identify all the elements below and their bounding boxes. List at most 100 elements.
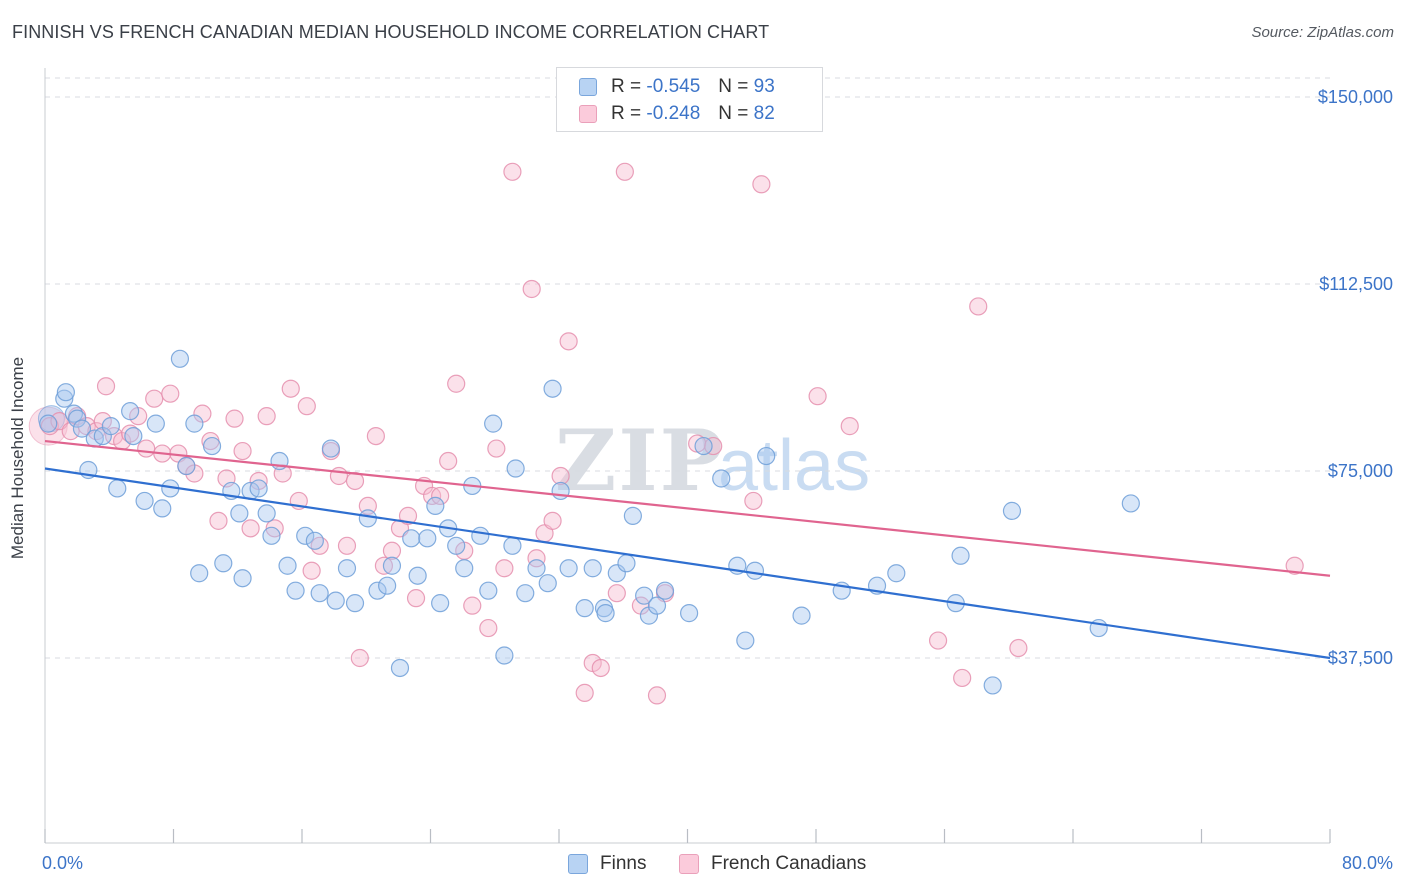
french-canadians-point bbox=[543, 511, 562, 530]
finns-trend-line bbox=[44, 467, 1331, 660]
finns-point bbox=[326, 591, 345, 610]
french-canadians-point bbox=[209, 511, 228, 530]
legend-n-label: N = bbox=[718, 76, 749, 97]
tick-labels: $150,000 $112,500 $75,000 $37,500 0.0% 80.0% bbox=[42, 87, 1393, 873]
french-canadians-point bbox=[121, 424, 140, 443]
finns-point bbox=[471, 526, 490, 545]
finns-point bbox=[135, 491, 154, 511]
french-canadians-point bbox=[953, 668, 972, 688]
finns-point bbox=[153, 499, 172, 518]
french-canadians-point bbox=[241, 519, 260, 538]
finns-point bbox=[68, 409, 87, 428]
french-canadians-point bbox=[398, 506, 418, 525]
finns-point bbox=[72, 419, 92, 438]
french-canadians-point bbox=[522, 279, 541, 299]
finns-point bbox=[64, 404, 84, 423]
finns-point bbox=[495, 646, 514, 665]
finns-point bbox=[368, 581, 387, 600]
finns-point bbox=[431, 594, 450, 613]
finns-point bbox=[516, 584, 535, 603]
legend-item-french-canadians: French Canadians bbox=[679, 852, 866, 876]
finns-point bbox=[146, 414, 165, 433]
finns-point bbox=[583, 559, 602, 578]
french-canadians-point bbox=[615, 162, 634, 181]
french-canadians-legend-label: French Canadians bbox=[711, 853, 867, 874]
finns-point bbox=[484, 414, 503, 433]
french-canadians-point bbox=[752, 175, 771, 194]
finns-point bbox=[551, 481, 570, 501]
french-canadians-swatch bbox=[579, 105, 597, 123]
french-canadians-trend-line bbox=[44, 439, 1331, 577]
finns-point bbox=[506, 459, 525, 478]
stats-legend: R = -0.545 N = 93 R = -0.248 N = 82 bbox=[556, 67, 823, 132]
finns-point bbox=[527, 559, 546, 578]
legend-r-value: -0.248 bbox=[646, 103, 701, 124]
french-canadians-point bbox=[487, 439, 506, 458]
x-tick-label-left: 0.0% bbox=[42, 853, 83, 873]
finns-point bbox=[305, 531, 324, 550]
french-canadians-point bbox=[479, 618, 498, 638]
french-canadians-point bbox=[463, 596, 482, 615]
finns-point bbox=[382, 556, 402, 575]
finns-point bbox=[278, 556, 297, 575]
french-canadians-point bbox=[808, 387, 827, 406]
finns-point bbox=[655, 581, 675, 600]
finns-point bbox=[1121, 494, 1140, 513]
french-canadians-point bbox=[350, 648, 369, 668]
finns-point bbox=[214, 554, 233, 573]
finns-point bbox=[617, 554, 636, 573]
french-canadians-point bbox=[591, 658, 610, 678]
french-canadians-point bbox=[744, 491, 763, 511]
finns-point bbox=[575, 599, 594, 618]
legend-r-label: R = bbox=[611, 103, 642, 124]
finns-point bbox=[745, 561, 765, 580]
finns-point bbox=[190, 564, 209, 583]
finns-point bbox=[408, 566, 427, 585]
french-canadians-point bbox=[551, 466, 570, 486]
french-canadians-point bbox=[559, 332, 578, 351]
french-canadians-point bbox=[302, 561, 321, 580]
french-canadians-point bbox=[406, 589, 426, 608]
finns-legend-label: Finns bbox=[600, 853, 647, 874]
finns-point bbox=[257, 504, 276, 523]
finns-legend-swatch bbox=[568, 854, 588, 874]
finns-point bbox=[983, 676, 1002, 695]
finns-point bbox=[712, 469, 731, 488]
finns-point bbox=[286, 581, 305, 600]
trend-lines bbox=[44, 439, 1331, 660]
finns-point bbox=[402, 529, 421, 548]
french-canadians-point bbox=[382, 541, 402, 560]
french-canadians-point bbox=[1009, 638, 1028, 658]
finns-point bbox=[121, 402, 140, 421]
french-canadians-point bbox=[358, 496, 377, 516]
french-canadians-legend-swatch bbox=[679, 854, 699, 874]
finns-point bbox=[249, 479, 268, 498]
french-canadians-point bbox=[1285, 556, 1304, 575]
french-canadians-point bbox=[969, 297, 988, 316]
finns-point bbox=[1002, 501, 1022, 520]
finns-point bbox=[887, 564, 906, 583]
finns-point bbox=[345, 594, 365, 613]
finns-swatch bbox=[579, 78, 597, 96]
finns-point bbox=[680, 604, 699, 623]
french-canadians-point bbox=[96, 377, 116, 396]
finns-point bbox=[230, 504, 249, 523]
french-canadians-point bbox=[233, 441, 252, 461]
french-canadians-point bbox=[281, 379, 300, 398]
legend-n-value: 93 bbox=[753, 76, 775, 97]
finns-point bbox=[296, 526, 315, 545]
finns-point bbox=[503, 536, 522, 555]
french-canadians-point bbox=[329, 466, 349, 486]
finns-point bbox=[647, 596, 667, 615]
finns-point bbox=[321, 439, 341, 458]
finns-point bbox=[792, 606, 811, 625]
french-canadians-point bbox=[495, 559, 514, 578]
french-canadians-point bbox=[607, 584, 626, 603]
finns-point bbox=[310, 584, 329, 603]
finns-point bbox=[55, 389, 74, 408]
finns-point bbox=[607, 564, 626, 583]
french-canadians-point bbox=[575, 683, 594, 703]
french-canadians-point bbox=[647, 686, 667, 705]
finns-point bbox=[202, 436, 222, 456]
